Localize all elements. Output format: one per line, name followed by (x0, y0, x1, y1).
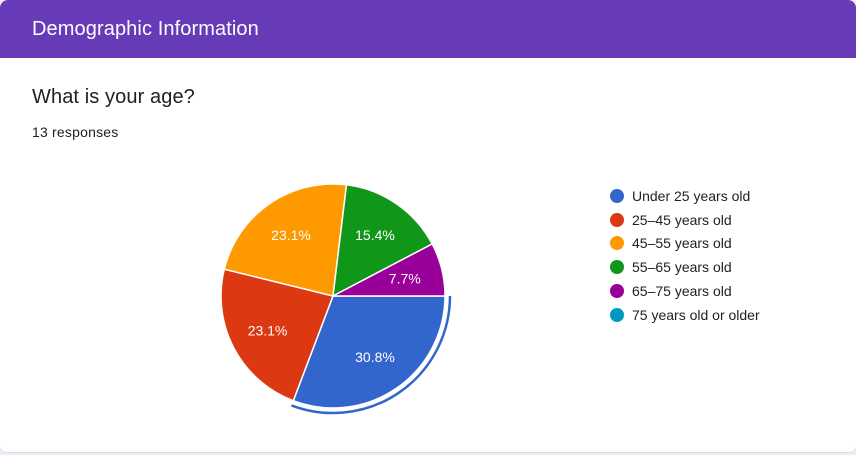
pie-slice-25-45-years-old[interactable] (220, 268, 335, 402)
section-header: Demographic Information (0, 0, 856, 58)
legend-label: 55–65 years old (632, 259, 732, 276)
legend-item-55-65-years-old[interactable]: 55–65 years old (610, 255, 760, 279)
legend-label: Under 25 years old (632, 187, 751, 204)
pie-slice-under-25-years-old[interactable] (292, 295, 446, 409)
question-title: What is your age? (32, 86, 195, 108)
legend-item-25-45-years-old[interactable]: 25–45 years old (610, 208, 760, 232)
question-card: What is your age? 13 responses 30.8% 23.1… (0, 58, 856, 453)
chart-legend: Under 25 years old 25–45 years old 45–55 y… (610, 184, 760, 327)
legend-label: 65–75 years old (632, 283, 732, 300)
pie-slice-highlight-ring (291, 295, 452, 415)
slice-label-25-45-years-old: 23.1% (248, 322, 288, 338)
legend-dot-icon (610, 236, 624, 251)
legend-dot-icon (610, 260, 624, 275)
legend-label: 25–45 years old (632, 211, 732, 228)
legend-dot-icon (610, 284, 624, 299)
legend-item-65-75-years-old[interactable]: 65–75 years old (610, 279, 760, 303)
legend-item-45-55-years-old[interactable]: 45–55 years old (610, 232, 760, 256)
pie-slice-45-55-years-old[interactable] (223, 183, 348, 297)
slice-label-45-55-years-old: 23.1% (271, 227, 311, 243)
slice-label-65-75-years-old: 7.7% (389, 270, 421, 286)
pie-slice-55-65-years-old[interactable] (332, 183, 434, 298)
pie-chart[interactable]: 30.8% 23.1% 23.1% 15.4% 7.7% (200, 168, 460, 418)
pie-slice-65-75-years-old[interactable] (332, 242, 446, 297)
legend-label: 45–55 years old (632, 235, 732, 252)
slice-label-55-65-years-old: 15.4% (355, 227, 395, 243)
legend-dot-icon (610, 307, 624, 322)
legend-dot-icon (610, 212, 624, 227)
section-title: Demographic Information (32, 17, 259, 40)
legend-item-75-years-old-or-older[interactable]: 75 years old or older (610, 303, 760, 327)
slice-label-under-25-years-old: 30.8% (355, 349, 395, 365)
legend-item-under-25-years-old[interactable]: Under 25 years old (610, 184, 760, 208)
legend-label: 75 years old or older (632, 306, 760, 323)
response-count: 13 responses (32, 124, 119, 140)
legend-dot-icon (610, 188, 624, 203)
